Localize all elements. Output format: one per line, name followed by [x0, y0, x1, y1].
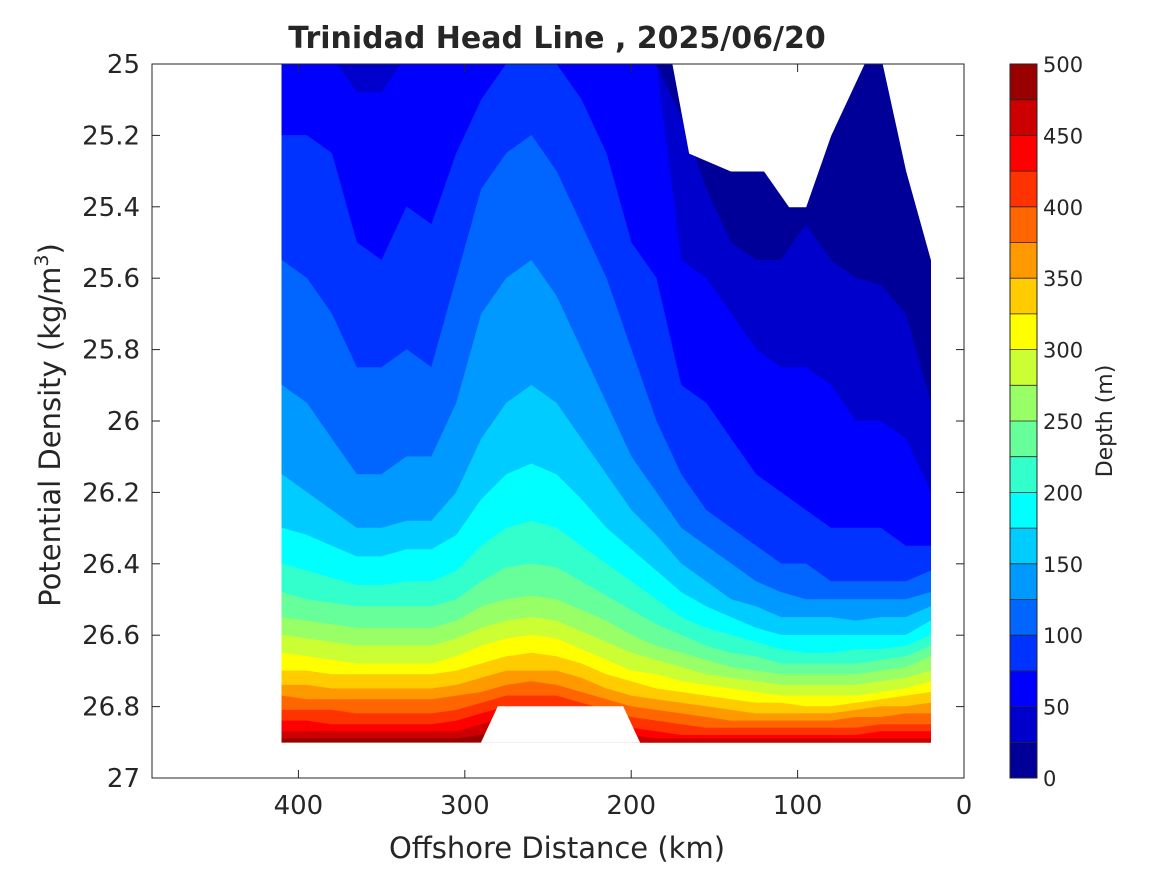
y-tick-label: 25	[107, 50, 140, 80]
colorbar-segment	[1010, 528, 1037, 565]
y-tick-label: 25.8	[82, 336, 140, 366]
x-tick-label: 0	[956, 791, 973, 821]
colorbar-segment	[1010, 706, 1037, 743]
y-tick-label: 27	[107, 764, 140, 794]
y-axis-label-main: Potential Density (kg/m	[33, 267, 67, 607]
colorbar-tick-label: 300	[1043, 339, 1083, 363]
chart-title: Trinidad Head Line , 2025/06/20	[288, 21, 825, 56]
y-axis-label: Potential Density (kg/m3)	[31, 243, 67, 607]
x-tick-label: 100	[773, 791, 823, 821]
colorbar-tick-label: 150	[1043, 553, 1083, 577]
colorbar-segment	[1010, 742, 1037, 779]
x-axis-label: Offshore Distance (km)	[389, 831, 725, 865]
colorbar-segment	[1010, 278, 1037, 315]
colorbar-tick-label: 500	[1043, 53, 1083, 77]
colorbar-tick-label: 100	[1043, 624, 1083, 648]
colorbar-segment	[1010, 456, 1037, 493]
colorbar-segment	[1010, 492, 1037, 529]
colorbar: 0 50 100 150 200 250 300 350 400 450 500	[1009, 53, 1083, 791]
colorbar-segment	[1010, 421, 1037, 458]
y-tick-label: 25.6	[82, 264, 140, 294]
colorbar-segment	[1010, 635, 1037, 672]
colorbar-segment	[1010, 599, 1037, 636]
blank-region-0	[672, 64, 865, 208]
x-tick-label: 300	[440, 791, 490, 821]
y-tick-label: 26.4	[82, 550, 140, 580]
colorbar-tick-label: 200	[1043, 481, 1083, 505]
colorbar-segment	[1010, 563, 1037, 600]
colorbar-tick-label: 400	[1043, 196, 1083, 220]
colorbar-segment	[1010, 242, 1037, 279]
y-tick-label: 25.2	[82, 121, 140, 151]
colorbar-segment	[1010, 99, 1037, 136]
colorbar-segment	[1010, 349, 1037, 386]
x-tick-label: 400	[274, 791, 324, 821]
colorbar-segment	[1010, 135, 1037, 172]
blank-regions	[480, 64, 865, 743]
x-axis-ticks: 400 300 200 100 0	[274, 64, 973, 821]
y-axis-label-close: )	[33, 243, 67, 254]
colorbar-tick-label: 250	[1043, 410, 1083, 434]
colorbar-segment	[1010, 206, 1037, 243]
y-tick-label: 26.2	[82, 478, 140, 508]
colorbar-label: Depth (m)	[1093, 365, 1118, 478]
colorbar-tick-label: 50	[1043, 696, 1070, 720]
y-axis-ticks: 25 25.2 25.4 25.6 25.8 26 26.2 26.4 26.6 26.8 27	[82, 50, 964, 794]
colorbar-tick-label: 450	[1043, 124, 1083, 148]
colorbar-tick-label: 0	[1043, 767, 1056, 791]
colorbar-tick-label: 350	[1043, 267, 1083, 291]
x-tick-label: 200	[606, 791, 656, 821]
colorbar-frame	[1009, 63, 1038, 779]
y-tick-label: 26.8	[82, 693, 140, 723]
depth-band-25-50	[281, 64, 932, 493]
colorbar-segment	[1010, 171, 1037, 208]
colorbar-segment	[1010, 64, 1037, 101]
contour-fills	[281, 64, 932, 743]
depth-band-0-25	[281, 64, 932, 404]
colorbar-segment	[1010, 670, 1037, 707]
y-tick-label: 25.4	[82, 193, 140, 223]
y-tick-label: 26	[107, 407, 140, 437]
colorbar-segment	[1010, 385, 1037, 422]
blank-region-1	[480, 706, 641, 743]
y-axis-label-superscript: 3	[31, 254, 53, 266]
y-tick-label: 26.6	[82, 621, 140, 651]
colorbar-segment	[1010, 313, 1037, 350]
